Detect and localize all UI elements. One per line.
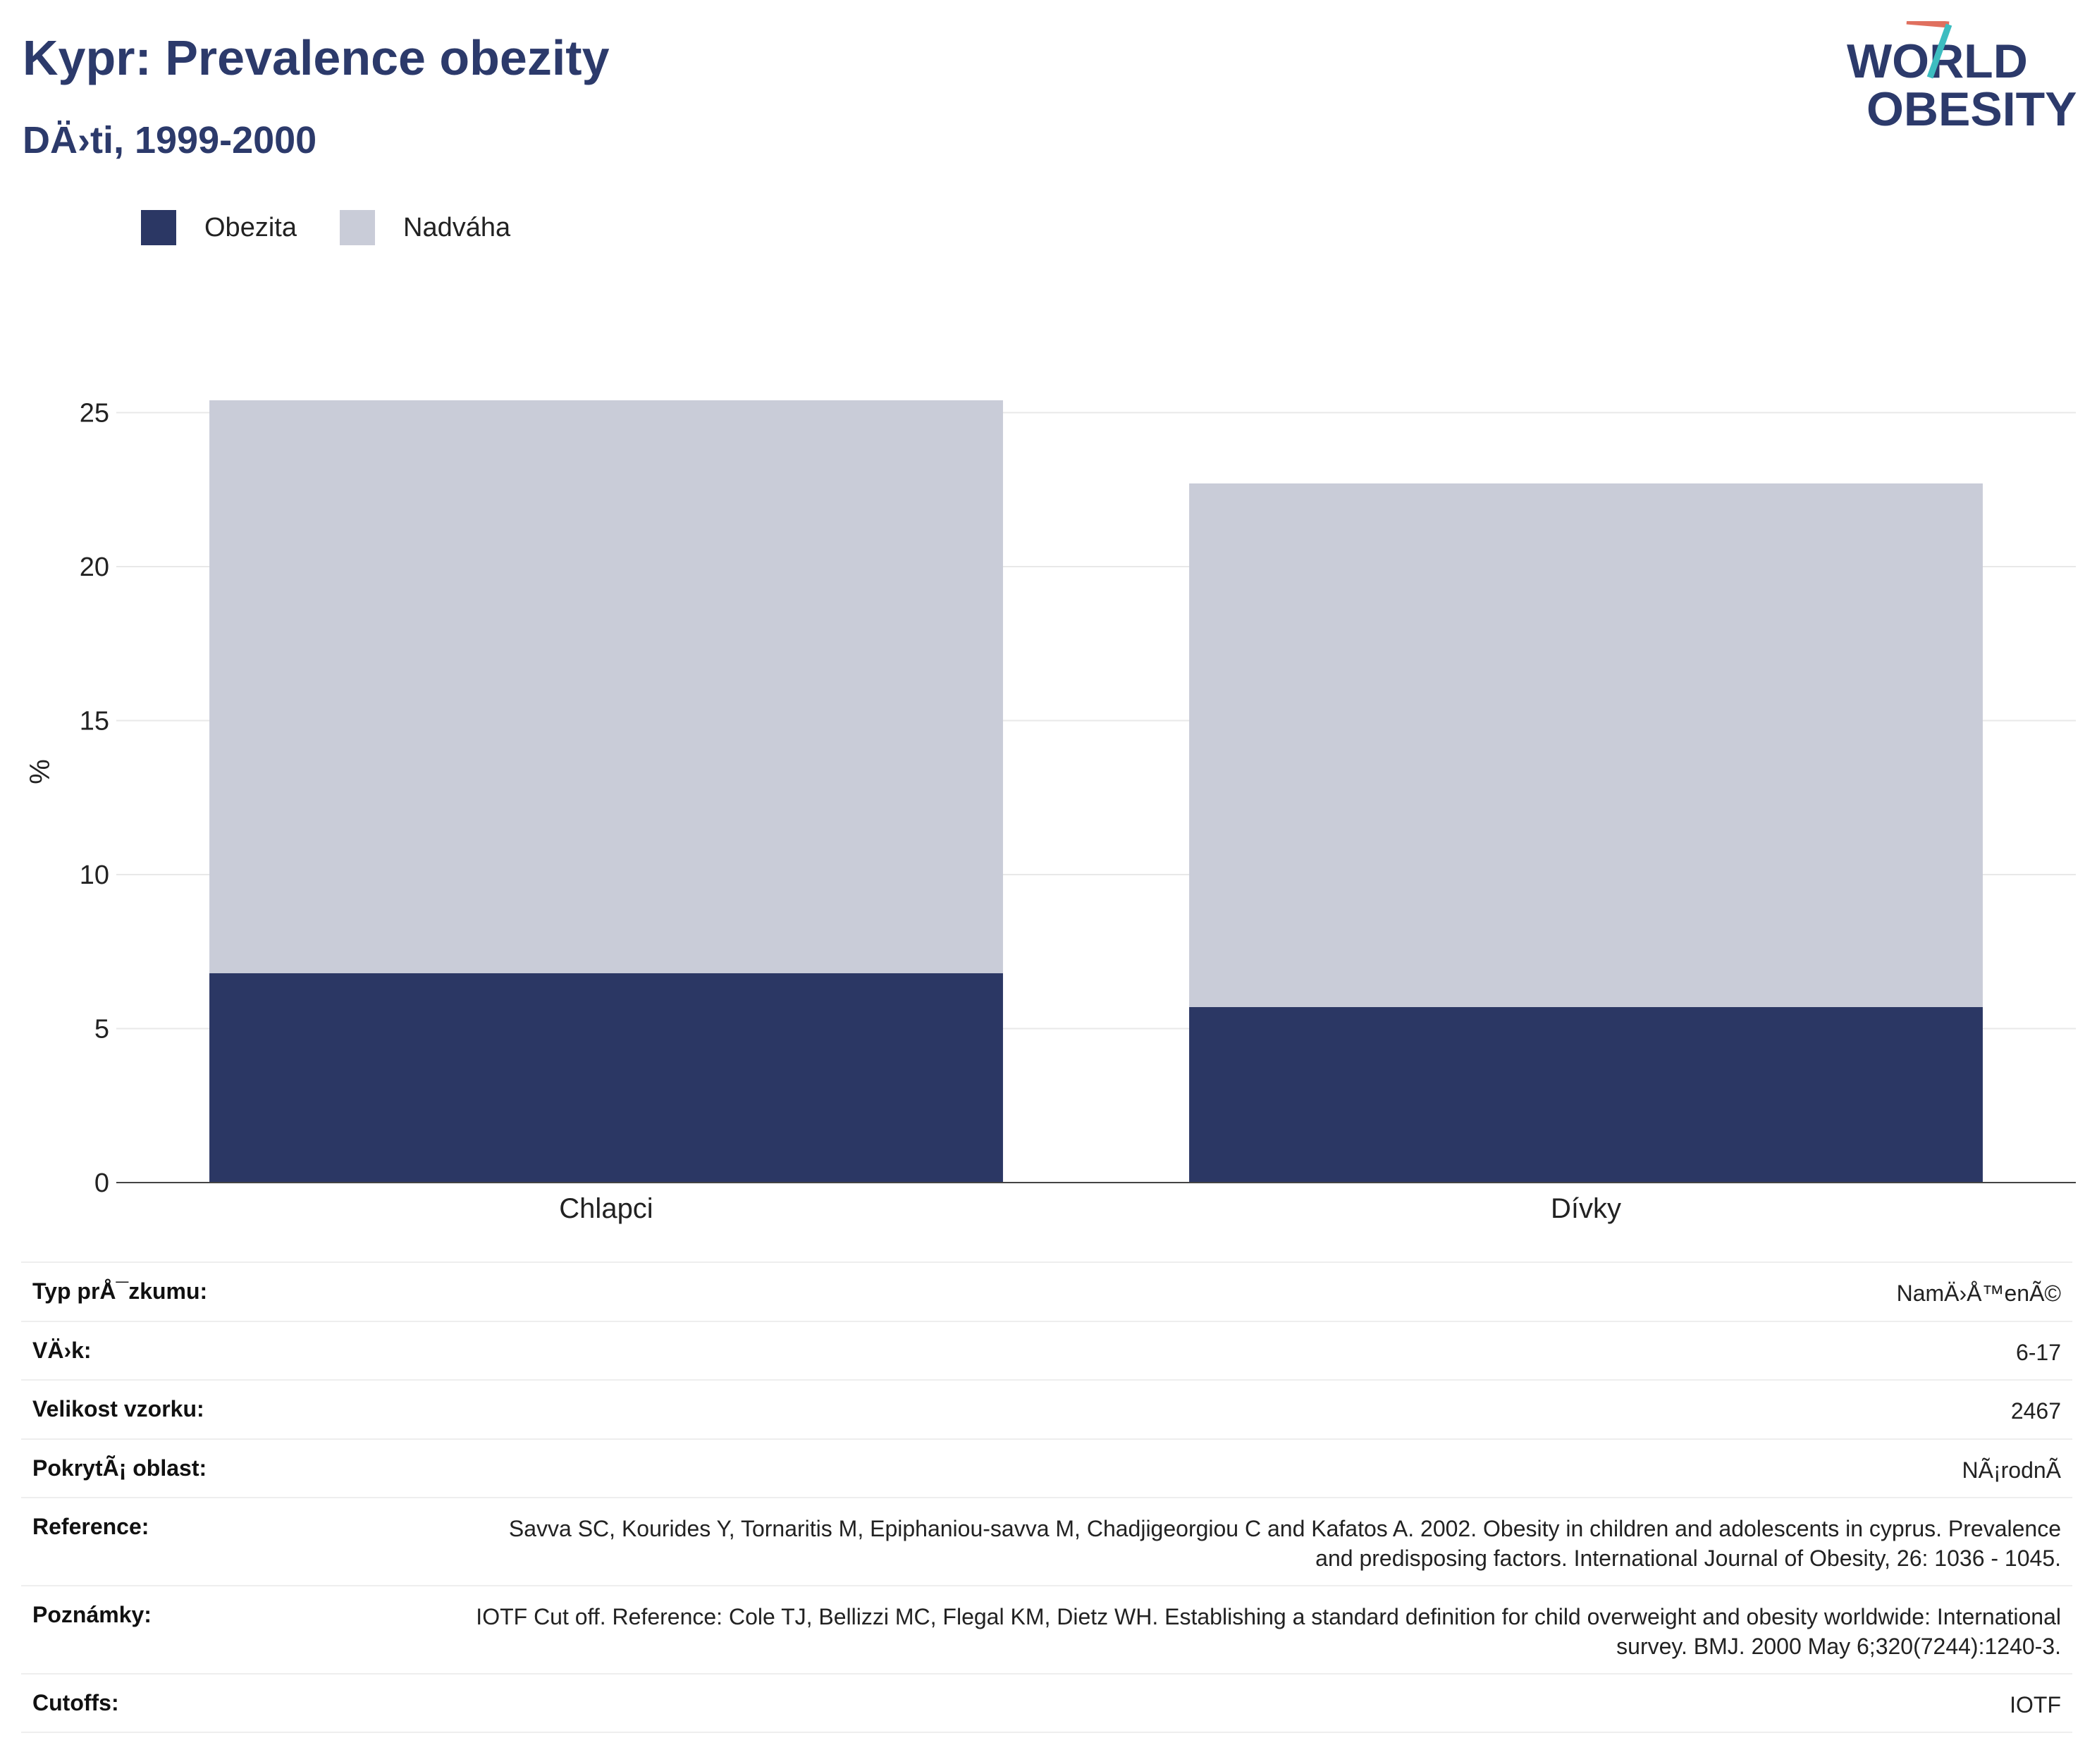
info-row-age: VÄ›k: 6-17 bbox=[21, 1321, 2072, 1379]
info-value: Savva SC, Kourides Y, Tornaritis M, Epip… bbox=[508, 1516, 2061, 1571]
y-tick-label: 15 bbox=[80, 706, 109, 736]
info-value: IOTF Cut off. Reference: Cole TJ, Belliz… bbox=[476, 1604, 2061, 1659]
bar-obezita-divky bbox=[1189, 1006, 1983, 1183]
info-label: Typ prÅ¯zkumu: bbox=[32, 1278, 208, 1304]
y-tick-label: 10 bbox=[80, 861, 109, 890]
info-label: PokrytÃ¡ oblast: bbox=[32, 1455, 207, 1481]
y-tick-label: 0 bbox=[94, 1168, 109, 1198]
chart-title: Kypr: Prevalence obezity bbox=[23, 30, 610, 85]
svg-text:OBESITY: OBESITY bbox=[1866, 82, 2077, 136]
chart-subtitle: DÄ›ti, 1999-2000 bbox=[23, 119, 317, 161]
bar-nadvaha-chlapci bbox=[209, 400, 1003, 973]
world-obesity-logo: WORLD OBESITY bbox=[1847, 21, 2077, 136]
info-value: 6-17 bbox=[2015, 1340, 2061, 1365]
legend-swatch-nadvaha bbox=[340, 210, 375, 245]
bar-chart: 0 5 10 15 20 25% Chlapci Dívky bbox=[25, 398, 2076, 1224]
info-label: Cutoffs: bbox=[32, 1690, 119, 1715]
info-label: Velikost vzorku: bbox=[32, 1396, 204, 1421]
info-value: IOTF bbox=[2010, 1692, 2061, 1717]
legend-label-nadvaha: Nadváha bbox=[403, 213, 511, 242]
x-tick-label: Chlapci bbox=[559, 1193, 653, 1224]
info-value: NamÄ›Å™enÃ© bbox=[1896, 1281, 2061, 1306]
bar-obezita-chlapci bbox=[209, 973, 1003, 1183]
info-label: Poznámky: bbox=[32, 1602, 152, 1627]
info-value: NÃ¡rodnÃ bbox=[1962, 1457, 2062, 1483]
info-value: 2467 bbox=[2010, 1398, 2061, 1424]
info-row-notes: Poznámky: IOTF Cut off. Reference: Cole … bbox=[21, 1585, 2072, 1673]
info-row-sample-size: Velikost vzorku: 2467 bbox=[21, 1379, 2072, 1438]
x-tick-label: Dívky bbox=[1551, 1193, 1621, 1224]
legend-swatch-obezita bbox=[141, 210, 176, 245]
y-tick-label: 25 bbox=[80, 398, 109, 428]
info-row-cutoffs: Cutoffs: IOTF bbox=[21, 1673, 2072, 1733]
study-info-table: Typ prÅ¯zkumu: NamÄ›Å™enÃ© VÄ›k: 6-17 Ve… bbox=[21, 1262, 2072, 1733]
y-tick-label: 5 bbox=[94, 1014, 109, 1044]
y-tick-label: 20 bbox=[80, 553, 109, 582]
bar-nadvaha-divky bbox=[1189, 483, 1983, 1007]
info-row-reference: Reference: Savva SC, Kourides Y, Tornari… bbox=[21, 1497, 2072, 1585]
info-label: Reference: bbox=[32, 1514, 149, 1539]
info-row-survey-type: Typ prÅ¯zkumu: NamÄ›Å™enÃ© bbox=[21, 1262, 2072, 1321]
info-row-area-covered: PokrytÃ¡ oblast: NÃ¡rodnÃ bbox=[21, 1438, 2072, 1497]
y-axis-label: % bbox=[25, 759, 56, 784]
info-label: VÄ›k: bbox=[32, 1338, 92, 1363]
legend-label-obezita: Obezita bbox=[204, 213, 297, 242]
